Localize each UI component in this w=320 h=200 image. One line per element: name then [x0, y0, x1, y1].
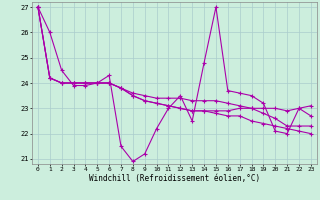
X-axis label: Windchill (Refroidissement éolien,°C): Windchill (Refroidissement éolien,°C)	[89, 174, 260, 183]
